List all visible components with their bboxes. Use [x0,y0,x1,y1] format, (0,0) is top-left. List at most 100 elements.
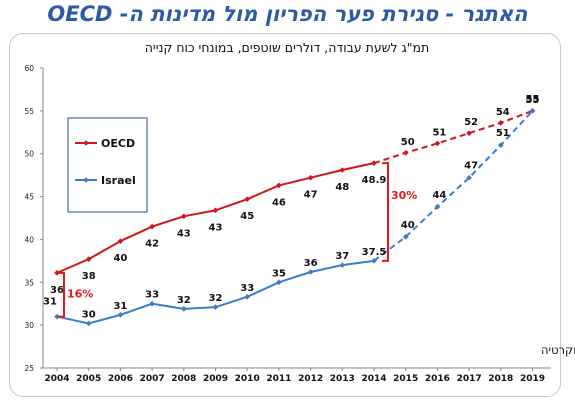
oecd-point [402,150,409,156]
x-tick-label: 2013 [330,374,355,384]
gap-label: 30% [391,189,417,202]
israel-point [85,320,92,327]
x-tick-label: 2008 [171,374,196,384]
oecd-data-label: 36 [50,285,64,296]
legend-israel-label: Israel [101,174,136,187]
oecd-point [149,223,155,230]
x-tick-label: 2018 [488,374,513,384]
israel-data-label: 35 [272,268,286,279]
israel-point [244,294,250,300]
oecd-point [276,182,282,189]
israel-data-label: 55 [526,94,540,105]
headline: האתגר - סגירת פער הפריון מול מדינות ה- O… [47,2,528,26]
israel-data-label: 44 [432,190,446,201]
x-tick-label: 2011 [266,374,291,384]
legend-oecd-label: OECD [101,137,135,150]
oecd-data-label: 51 [432,127,446,138]
legend-oecd-marker [83,140,89,146]
israel-point [276,279,282,286]
oecd-data-label: 52 [464,117,478,128]
oecd-point [181,213,187,220]
oecd-point [466,130,472,136]
x-tick-label: 2009 [203,374,228,384]
oecd-data-label: 48 [335,182,349,193]
israel-data-label: 37 [335,251,349,262]
oecd-data-label: 48.9 [362,175,387,186]
israel-data-label: 47 [464,161,478,172]
israel-data-label: 32 [177,295,191,306]
x-tick-label: 2019 [520,374,545,384]
x-tick-label: 2010 [235,374,260,384]
gap-bracket [382,162,389,262]
y-tick-label: 35 [24,278,34,287]
israel-point [54,313,60,320]
israel-point [466,174,472,181]
oecd-data-label: 40 [113,253,127,264]
oecd-data-label: 45 [240,211,254,222]
oecd-data-label: 50 [401,137,415,148]
chart-title: תמ"ג לשעת עבודה, דולרים שוטפים, במונחי כ… [145,40,429,55]
oecd-data-label: 42 [145,239,159,250]
oecd-point [117,238,124,244]
oecd-data-label: 43 [177,228,191,239]
israel-data-label: 40 [401,220,415,231]
chart-panel [9,33,561,397]
israel-point [498,142,504,148]
israel-point [307,269,314,275]
y-tick-label: 55 [24,107,34,116]
oecd-projection-line [373,109,533,165]
legend-israel-marker [83,177,89,183]
x-tick-label: 2016 [425,374,450,384]
israel-point [181,306,187,312]
x-tick-label: 2014 [361,374,386,384]
oecd-point [244,196,250,202]
x-tick-label: 2015 [393,374,418,384]
israel-data-label: 51 [496,128,510,139]
israel-point [149,300,155,307]
israel-data-label: 32 [209,293,223,304]
x-tick-label: 2005 [76,374,101,384]
oecd-data-label: 43 [209,222,223,233]
israel-point [339,262,346,268]
y-tick-label: 40 [24,235,34,244]
legend-box [67,117,148,213]
oecd-point [212,207,219,214]
israel-point [434,204,441,210]
oecd-point [498,120,504,126]
israel-data-label: 31 [113,301,127,312]
israel-point [117,312,124,318]
x-tick-label: 2007 [140,374,165,384]
x-tick-label: 2012 [298,374,323,384]
israel-point [529,108,536,114]
oecd-data-label: 55 [526,95,540,106]
israel-point [402,234,409,240]
israel-data-label: 37.5 [362,247,387,258]
y-tick-label: 60 [24,64,34,73]
gap-label: 16% [67,288,93,301]
israel-projection-line [373,110,534,262]
israel-data-label: 31 [43,297,57,308]
israel-data-label: 33 [240,283,254,294]
source-note: מקור: המרכז לממשל וכלכלה במכון הישראלי ל… [541,343,575,357]
oecd-point [339,167,346,173]
x-tick-label: 2006 [108,374,133,384]
oecd-point [85,256,92,262]
oecd-data-label: 46 [272,197,286,208]
x-tick-label: 2004 [44,374,69,384]
x-tick-label: 2017 [457,374,482,384]
israel-point [371,258,377,264]
y-tick-label: 45 [24,193,34,202]
israel-point [212,304,219,310]
israel-data-label: 30 [82,309,96,320]
y-tick-label: 25 [24,364,34,373]
oecd-point [434,140,441,147]
y-tick-label: 50 [24,150,34,159]
oecd-point [54,270,60,276]
gap-bracket [58,271,65,318]
oecd-point [307,174,314,181]
oecd-data-label: 47 [304,190,318,201]
y-tick-label: 30 [24,321,34,330]
israel-data-label: 33 [145,290,159,301]
oecd-data-label: 54 [496,107,510,118]
